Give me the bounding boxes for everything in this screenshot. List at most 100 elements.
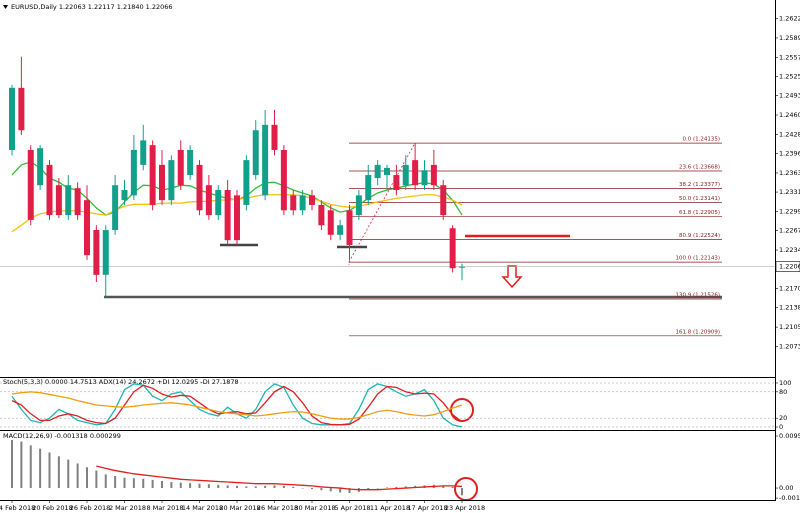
- y-tick-label: 1.21055: [779, 323, 800, 331]
- candle-body: [421, 170, 428, 186]
- histogram-bar: [142, 478, 145, 489]
- histogram-bar: [114, 476, 117, 489]
- x-tick-label: 23 Apr 2018: [445, 504, 485, 512]
- candle-body: [365, 175, 372, 201]
- candle-body: [27, 149, 34, 220]
- histogram-bar: [104, 474, 107, 489]
- x-tick-label: 17 Apr 2018: [407, 504, 447, 512]
- candle-body: [121, 189, 128, 201]
- histogram-bar: [236, 485, 238, 489]
- histogram-bar: [311, 488, 313, 490]
- x-tick-label: 2 Mar 2018: [109, 504, 146, 512]
- candle-body: [9, 87, 15, 150]
- candle-body: [271, 124, 278, 150]
- indicator-line: [96, 465, 463, 491]
- histogram-bar: [20, 441, 23, 489]
- histogram-bar: [301, 488, 304, 489]
- histogram-bar: [161, 480, 163, 489]
- histogram-bar: [95, 470, 98, 489]
- x-tick-label: 26 Mar 2018: [257, 504, 298, 512]
- y-tick-label: -0.001834: [779, 494, 800, 502]
- x-tick-label: 14 Feb 2018: [0, 504, 35, 512]
- candle-body: [412, 160, 419, 186]
- histogram-bar: [76, 463, 79, 489]
- candle-body: [262, 124, 269, 196]
- histogram-bar: [461, 488, 463, 496]
- y-tick-label: 0.009515: [779, 432, 800, 440]
- y-tick-label: 0.00: [779, 484, 793, 492]
- histogram-bar: [132, 478, 135, 489]
- indicator-line: [11, 391, 463, 420]
- histogram-bar: [292, 486, 295, 489]
- y-tick-label: 1.21380: [779, 304, 800, 312]
- y-tick-label: 1.22345: [779, 246, 800, 254]
- candle-body: [93, 230, 100, 275]
- histogram-bar: [264, 485, 267, 489]
- x-tick-label: 14 Mar 2018: [182, 504, 223, 512]
- indicator-title: MACD(12,26,9) -0.001318 0.000299: [3, 432, 121, 440]
- candle-body: [374, 164, 381, 179]
- histogram-bar: [179, 482, 182, 489]
- histogram-bar: [57, 456, 60, 489]
- x-tick-label: 5 Apr 2018: [334, 504, 370, 512]
- histogram-bar: [151, 479, 154, 489]
- candle-body: [280, 149, 287, 211]
- candle-body: [459, 266, 465, 268]
- fib-label: 161.8 (1.20909): [675, 329, 720, 335]
- histogram-bar: [320, 488, 323, 491]
- y-tick-label: 1.23960: [779, 150, 800, 158]
- candle-body: [243, 160, 250, 205]
- y-tick-label: 1.25570: [779, 53, 800, 61]
- menu-triangle[interactable]: [3, 5, 8, 9]
- candle-body: [215, 189, 222, 216]
- candle-body: [430, 164, 437, 186]
- candle-body: [393, 175, 400, 190]
- candle-body: [55, 185, 62, 216]
- candle-body: [177, 149, 184, 186]
- histogram-bar: [245, 486, 248, 489]
- candle-body: [252, 130, 259, 176]
- indicator-title: Stoch(5,3,3) 0.0000 14.7513 ADX(14) 24.2…: [3, 378, 239, 386]
- candle-body: [140, 140, 147, 165]
- candle-body: [224, 189, 231, 241]
- candle-body: [37, 148, 44, 186]
- y-tick-label: 1.22990: [779, 208, 800, 216]
- histogram-bar: [395, 486, 398, 489]
- candle-body: [205, 185, 212, 216]
- candle-body: [130, 149, 137, 196]
- y-tick-label: 1.24930: [779, 92, 800, 100]
- candle-body: [290, 195, 297, 211]
- candle-body: [65, 185, 72, 216]
- candle-body: [299, 195, 306, 211]
- x-tick-label: 26 Feb 2018: [70, 504, 110, 512]
- candle-body: [337, 225, 344, 235]
- candle-body: [327, 210, 334, 235]
- fib-label: 100.0 (1.22143): [675, 256, 720, 262]
- fib-label: 23.6 (1.23668): [679, 164, 720, 170]
- y-tick-label: 1.24605: [779, 111, 800, 119]
- fib-label: 61.8 (1.22905): [679, 210, 720, 216]
- fib-label: 80.9 (1.22524): [679, 233, 720, 239]
- candle-body: [384, 167, 390, 176]
- fib-label: 50.0 (1.23141): [679, 196, 720, 202]
- y-tick-label: 1.24280: [779, 130, 800, 138]
- histogram-bar: [254, 486, 257, 489]
- histogram-bar: [273, 485, 276, 489]
- candle-body: [74, 188, 81, 216]
- y-tick-label: 1.23315: [779, 188, 800, 196]
- histogram-bar: [339, 488, 342, 493]
- histogram-bar: [48, 452, 51, 489]
- candle-body: [84, 200, 90, 256]
- histogram-bar: [198, 483, 201, 489]
- candle-body: [309, 195, 315, 205]
- candle-body: [449, 228, 456, 269]
- histogram-bar: [226, 485, 229, 489]
- histogram-bar: [217, 484, 220, 489]
- histogram-bar: [451, 486, 454, 489]
- candle-body: [112, 185, 119, 231]
- histogram-bar: [282, 485, 285, 489]
